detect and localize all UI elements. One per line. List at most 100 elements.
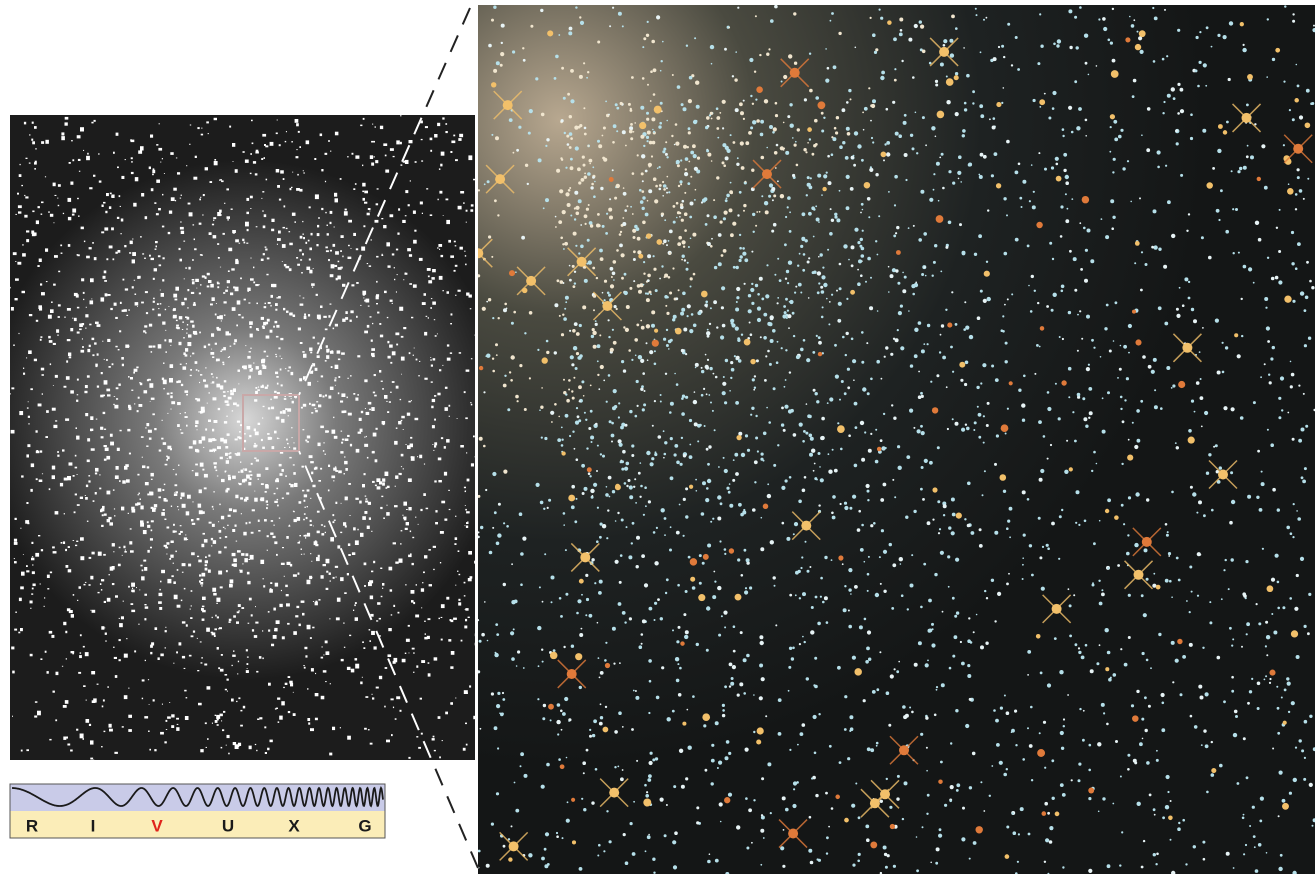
star — [290, 188, 292, 190]
star — [179, 342, 182, 345]
star — [1003, 87, 1005, 89]
star — [393, 542, 396, 544]
star — [1231, 645, 1233, 647]
star — [712, 410, 714, 412]
star — [940, 551, 944, 555]
star — [986, 424, 989, 427]
star — [468, 617, 470, 618]
star — [284, 205, 286, 207]
star — [646, 298, 650, 302]
star — [313, 268, 314, 269]
star — [208, 570, 211, 573]
star — [633, 236, 636, 239]
star — [236, 621, 239, 624]
star — [264, 214, 267, 217]
star — [454, 241, 456, 243]
star — [600, 703, 602, 705]
star — [107, 491, 111, 495]
star — [909, 409, 913, 413]
star — [503, 308, 507, 312]
star — [1047, 683, 1051, 687]
star — [567, 143, 570, 146]
star — [391, 614, 393, 615]
star — [176, 491, 179, 493]
star — [363, 298, 364, 299]
star — [299, 501, 302, 504]
star — [115, 595, 118, 597]
star — [390, 589, 393, 591]
star — [335, 502, 337, 504]
star — [600, 671, 604, 675]
star — [326, 651, 330, 655]
star — [134, 280, 135, 281]
star — [104, 445, 107, 447]
star — [641, 643, 643, 645]
star — [588, 260, 592, 264]
star — [149, 492, 153, 496]
star — [356, 449, 360, 453]
star — [1272, 748, 1274, 750]
star — [292, 172, 293, 173]
star — [171, 725, 174, 728]
star — [151, 507, 154, 509]
star — [664, 441, 667, 444]
star — [650, 293, 652, 295]
star — [166, 729, 167, 730]
star — [21, 475, 24, 477]
star — [441, 604, 445, 608]
star — [916, 152, 918, 154]
star — [895, 269, 898, 272]
star — [438, 458, 442, 461]
star — [122, 480, 126, 483]
star — [277, 185, 280, 188]
star — [167, 413, 168, 414]
star — [536, 483, 540, 487]
star — [110, 434, 113, 437]
star — [1306, 89, 1310, 93]
star — [28, 423, 29, 424]
star — [415, 161, 417, 163]
star — [721, 306, 724, 309]
star — [297, 174, 299, 176]
star — [35, 701, 38, 703]
star — [620, 102, 623, 105]
star — [79, 329, 82, 331]
star — [612, 490, 615, 493]
star — [669, 252, 671, 254]
star — [624, 467, 628, 471]
star — [65, 418, 69, 421]
star — [182, 329, 183, 330]
star — [554, 303, 558, 307]
star — [340, 577, 344, 581]
star — [868, 658, 871, 661]
star — [1202, 129, 1206, 133]
star — [688, 127, 691, 130]
star — [405, 273, 406, 274]
star — [724, 469, 728, 473]
star — [1242, 817, 1245, 820]
star — [169, 339, 172, 342]
star — [52, 546, 55, 548]
star — [1264, 679, 1266, 681]
star — [171, 197, 175, 201]
star — [543, 508, 545, 510]
star — [455, 245, 457, 246]
star — [218, 408, 220, 410]
star — [832, 449, 834, 451]
star — [1232, 638, 1234, 640]
star — [641, 154, 645, 158]
star — [582, 156, 585, 159]
star — [41, 141, 44, 144]
star — [1268, 374, 1270, 376]
star — [148, 731, 150, 733]
star — [248, 378, 249, 379]
star — [1089, 744, 1092, 747]
star — [679, 504, 681, 506]
star — [1231, 170, 1233, 172]
star — [1304, 467, 1307, 470]
star — [557, 438, 561, 442]
star — [195, 361, 198, 364]
star — [258, 479, 259, 480]
star — [574, 520, 577, 523]
star — [965, 724, 969, 728]
